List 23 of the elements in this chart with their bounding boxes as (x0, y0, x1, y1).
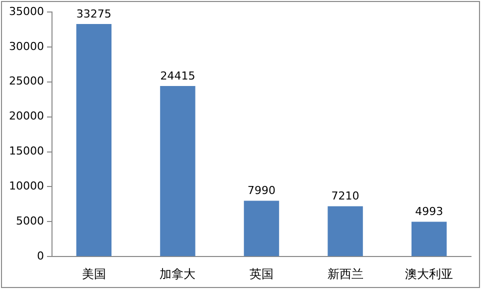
data-label: 7210 (331, 190, 360, 203)
y-tick-label: 15000 (8, 144, 44, 158)
x-tick-label: 英国 (249, 266, 274, 281)
y-tick-label: 20000 (8, 110, 44, 123)
bar (412, 222, 447, 256)
y-tick-label: 5000 (16, 214, 44, 228)
y-tick-label: 0 (36, 249, 44, 262)
y-tick-label: 25000 (8, 74, 44, 88)
y-tick-label: 35000 (8, 4, 44, 18)
data-label: 7990 (247, 184, 276, 198)
y-tick-label: 30000 (8, 40, 44, 53)
bar (76, 24, 112, 256)
data-label: 33275 (76, 7, 112, 20)
y-tick-label: 10000 (8, 180, 44, 193)
x-tick-label: 美国 (82, 266, 106, 281)
data-label: 24415 (160, 69, 196, 82)
bar (160, 86, 196, 256)
bar (328, 206, 363, 256)
bar (244, 200, 280, 256)
data-label: 4993 (415, 205, 444, 218)
x-tick-label: 加拿大 (160, 266, 196, 281)
x-tick-label: 澳大利亚 (405, 266, 454, 281)
x-tick-label: 新西兰 (327, 266, 364, 281)
